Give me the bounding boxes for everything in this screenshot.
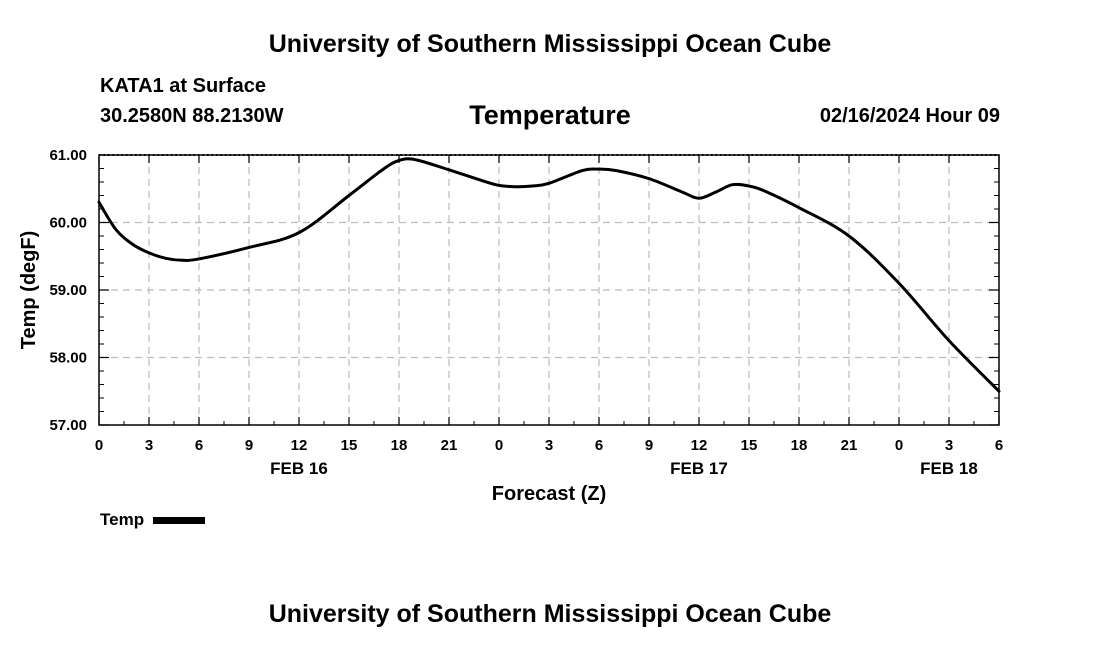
x-tick-label: 6 [595,437,603,454]
chart-title: Temperature [469,100,631,130]
x-tick-label: 0 [495,437,503,454]
x-tick-label: 6 [195,437,203,454]
chart-legend: Temp [100,510,206,530]
x-tick-label: 0 [895,437,903,454]
legend-line-swatch [153,516,206,524]
x-tick-label: 3 [545,437,553,454]
x-tick-label: 3 [945,437,953,454]
x-axis-label: Forecast (Z) [492,483,606,505]
series-group [97,157,1001,393]
x-tick-label: 12 [691,437,708,454]
date-label: FEB 18 [920,459,978,478]
page-title: University of Southern Mississippi Ocean… [268,30,832,58]
x-tick-label: 18 [391,437,408,454]
x-tick-label: 6 [995,437,1003,454]
x-tick-labels: 0 3 6 9 12 15 18 21 0 3 6 9 12 15 18 21 0 3 6 [95,437,1003,454]
temperature-chart: 0 3 6 9 12 15 18 21 0 3 6 9 12 15 18 21 0 3 6 57.00 58.00 59… [18,147,1003,505]
coordinates-label: 30.2580N 88.2130W [100,105,284,127]
date-label: FEB 17 [670,459,728,478]
series-line-temp [97,157,1001,393]
x-tick-label: 9 [645,437,653,454]
y-tick-label: 57.00 [49,417,87,434]
y-tick-label: 61.00 [49,147,87,164]
x-tick-label: 12 [291,437,308,454]
x-tick-label: 9 [245,437,253,454]
y-tick-label: 59.00 [49,282,87,299]
date-label: FEB 16 [270,459,328,478]
legend-label: Temp [100,510,145,529]
x-tick-label: 3 [145,437,153,454]
x-tick-label: 15 [741,437,758,454]
x-tick-label: 18 [791,437,808,454]
y-tick-label: 58.00 [49,350,87,367]
y-axis-label: Temp (degF) [18,231,40,350]
x-tick-label: 21 [841,437,858,454]
grid-lines [99,155,999,425]
x-tick-label: 21 [441,437,458,454]
x-tick-label: 15 [341,437,358,454]
station-label: KATA1 at Surface [100,75,266,97]
y-tick-label: 60.00 [49,215,87,232]
datetime-label: 02/16/2024 Hour 09 [819,105,1000,127]
y-tick-labels: 57.00 58.00 59.00 60.00 61.00 [49,147,87,434]
date-labels: FEB 16 FEB 17 FEB 18 [270,459,978,478]
footer-title: University of Southern Mississippi Ocean… [268,600,832,628]
x-tick-label: 0 [95,437,103,454]
